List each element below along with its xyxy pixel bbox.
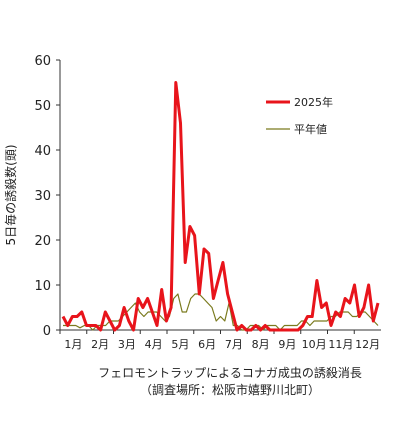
x-tick-label: 11月 xyxy=(328,338,353,351)
x-tick-label: 9月 xyxy=(278,338,296,351)
x-tick-label: 12月 xyxy=(355,338,380,351)
y-axis: 0 10 20 30 40 50 60 xyxy=(34,54,61,339)
x-tick-label: 4月 xyxy=(145,338,163,351)
y-tick-label: 20 xyxy=(34,234,51,249)
legend-label: 平年値 xyxy=(294,122,327,136)
x-tick-label: 6月 xyxy=(198,338,216,351)
series-line-normal xyxy=(63,293,379,331)
x-tick-label: 8月 xyxy=(252,338,270,351)
y-tick-label: 50 xyxy=(34,99,51,114)
series-line-2025 xyxy=(61,81,380,332)
y-tick-label: 0 xyxy=(43,324,51,339)
x-tick-label: 10月 xyxy=(302,338,327,351)
x-tick-label: 5月 xyxy=(171,338,189,351)
x-tick-label: 3月 xyxy=(118,338,136,351)
legend-label: 2025年 xyxy=(294,95,333,109)
y-axis-label: 5日毎の誘殺数(頭) xyxy=(3,145,18,246)
x-tick-label: 7月 xyxy=(225,338,243,351)
x-tick-label: 2月 xyxy=(91,338,109,351)
caption-title: フェロモントラップによるコナガ成虫の誘殺消長 xyxy=(98,366,362,380)
x-tick-label: 1月 xyxy=(64,338,82,351)
y-tick-label: 10 xyxy=(34,279,51,294)
plot-area xyxy=(61,81,380,332)
y-tick-label: 60 xyxy=(34,54,51,69)
y-tick-label: 30 xyxy=(34,189,51,204)
caption-location: （調査場所：松阪市嬉野川北町） xyxy=(139,383,320,397)
y-tick-label: 40 xyxy=(34,144,51,159)
x-axis: 1月 2月 3月 4月 5月 6月 7月 8月 9月 10月 11月 12月 xyxy=(59,329,381,351)
